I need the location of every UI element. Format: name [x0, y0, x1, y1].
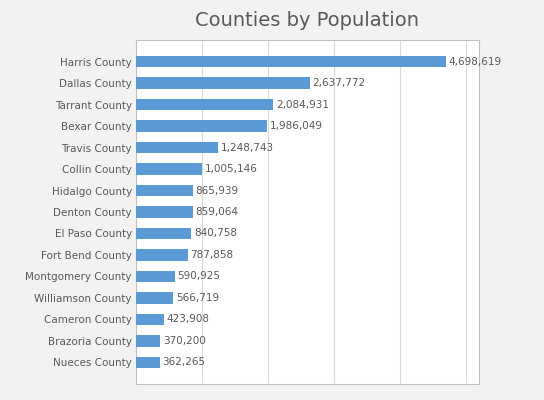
Bar — [136, 314, 164, 325]
Bar — [136, 356, 160, 368]
Bar — [136, 292, 174, 304]
Bar — [136, 249, 188, 261]
Text: 2,084,931: 2,084,931 — [276, 100, 329, 110]
Title: Counties by Population: Counties by Population — [195, 11, 419, 30]
Text: 4,698,619: 4,698,619 — [448, 56, 502, 66]
Text: 362,265: 362,265 — [163, 358, 206, 368]
Text: 423,908: 423,908 — [166, 314, 209, 324]
Text: 1,248,743: 1,248,743 — [221, 142, 274, 152]
Text: 787,858: 787,858 — [190, 250, 234, 260]
Bar — [136, 142, 218, 154]
Bar — [136, 184, 193, 196]
Text: 590,925: 590,925 — [177, 272, 220, 282]
Bar — [136, 77, 310, 89]
Bar — [136, 270, 175, 282]
Bar — [136, 206, 193, 218]
Bar — [136, 99, 274, 110]
Text: 865,939: 865,939 — [196, 186, 239, 196]
Text: 840,758: 840,758 — [194, 228, 237, 238]
Text: 1,986,049: 1,986,049 — [269, 121, 323, 131]
Bar — [136, 335, 160, 347]
Bar — [136, 228, 191, 240]
Text: 370,200: 370,200 — [163, 336, 206, 346]
Bar — [136, 56, 446, 68]
Text: 1,005,146: 1,005,146 — [205, 164, 258, 174]
Bar — [136, 120, 267, 132]
Text: 566,719: 566,719 — [176, 293, 219, 303]
Text: 2,637,772: 2,637,772 — [312, 78, 366, 88]
Bar — [136, 163, 202, 175]
Text: 859,064: 859,064 — [195, 207, 238, 217]
